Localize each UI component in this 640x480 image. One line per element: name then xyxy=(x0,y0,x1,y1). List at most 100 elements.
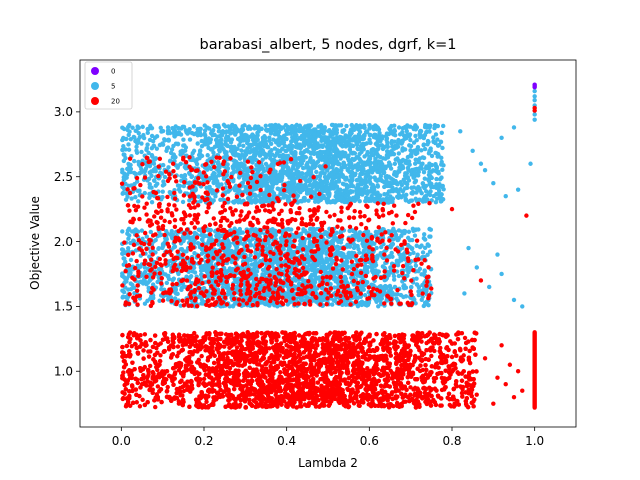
series-5-point xyxy=(237,142,242,148)
series-5-point xyxy=(425,177,431,182)
series-5-point xyxy=(344,188,350,194)
series-5-point xyxy=(120,190,126,196)
series-5-point xyxy=(282,156,287,161)
series-5-point xyxy=(356,184,361,190)
series-5-point xyxy=(419,297,424,302)
series-5-point xyxy=(182,164,188,170)
series-5-point xyxy=(434,165,440,171)
series-5-point xyxy=(338,197,343,203)
series-5-point xyxy=(440,197,446,202)
series-5-point xyxy=(441,123,446,129)
series-5-point xyxy=(396,273,402,279)
series-5-point xyxy=(434,176,439,182)
series-5-point xyxy=(422,176,428,181)
series-5-point xyxy=(246,256,252,262)
series-5-point xyxy=(145,142,150,147)
series-5-point xyxy=(316,133,321,138)
series-5-point xyxy=(312,132,317,138)
series-5-point xyxy=(162,138,167,143)
series-5-point xyxy=(245,195,251,201)
series-5-point xyxy=(145,126,150,132)
series-5-point xyxy=(209,187,215,193)
series-5-point xyxy=(319,186,324,191)
series-5-point xyxy=(141,132,146,138)
series-5-point xyxy=(396,137,401,143)
series-5-point xyxy=(147,182,152,187)
series-5-point xyxy=(136,159,141,165)
series-5-point xyxy=(381,146,386,151)
series-5-point xyxy=(333,125,338,130)
series-5-point xyxy=(364,303,370,308)
series-5-point xyxy=(144,147,149,153)
series-5-point xyxy=(128,136,133,142)
series-5-point xyxy=(401,285,407,291)
series-5-point xyxy=(411,175,416,180)
series-5-point xyxy=(120,229,125,234)
series-5-point xyxy=(394,236,399,241)
series-5-point xyxy=(419,190,424,196)
series-5-point xyxy=(354,177,360,183)
series-5-point xyxy=(375,147,380,152)
series-5-point xyxy=(340,144,345,149)
series-5-point xyxy=(326,193,332,199)
series-5-point xyxy=(277,134,282,140)
series-5-point xyxy=(284,193,289,199)
series-5-point xyxy=(249,262,255,267)
series-5-point xyxy=(330,302,335,307)
series-5-point xyxy=(354,123,359,128)
series-5-point xyxy=(276,129,282,135)
series-5-point xyxy=(226,124,231,129)
series-5-point xyxy=(396,125,402,130)
series-5-point xyxy=(295,173,300,178)
series-5-point xyxy=(335,179,341,184)
series-5-point xyxy=(126,287,131,292)
series-5-point xyxy=(164,280,170,286)
series-5-point xyxy=(153,156,159,161)
series-5-point xyxy=(392,161,398,166)
series-5-point xyxy=(128,257,134,263)
series-5-point xyxy=(205,153,210,158)
series-5-point xyxy=(241,143,246,149)
series-5-point xyxy=(392,170,397,175)
series-5-point xyxy=(237,156,243,161)
series-5-point xyxy=(348,251,353,256)
series-5-point xyxy=(405,185,410,191)
series-5-point xyxy=(384,131,390,136)
series-5-point xyxy=(365,130,370,135)
series-5-point xyxy=(293,127,299,132)
series-5-point xyxy=(405,165,411,171)
series-5-point xyxy=(328,182,333,187)
series-5-point xyxy=(283,128,289,133)
series-5-point xyxy=(226,137,231,142)
series-5-point xyxy=(134,128,139,133)
series-5-point xyxy=(264,186,269,192)
series-5-point xyxy=(375,139,381,144)
series-5-point xyxy=(286,147,291,152)
series-5-point xyxy=(322,135,327,140)
series-5-point xyxy=(213,194,218,199)
series-5-point xyxy=(194,161,200,167)
series-5-point xyxy=(368,175,373,180)
series-5-point xyxy=(280,146,285,151)
series-5-point xyxy=(411,228,416,234)
series-5-point xyxy=(408,148,413,153)
series-5-point xyxy=(393,188,399,193)
series-5-point xyxy=(198,132,204,138)
series-5-point xyxy=(230,303,236,309)
series-5-point xyxy=(392,128,398,134)
series-5-point xyxy=(132,158,137,164)
series-5-point xyxy=(124,136,129,142)
series-5-point xyxy=(195,133,200,138)
series-5-point xyxy=(405,154,411,160)
series-5-point xyxy=(171,245,177,250)
series-5-point xyxy=(393,132,398,138)
series-5-point xyxy=(305,163,310,169)
series-5-point xyxy=(411,185,417,190)
series-5-point xyxy=(120,251,125,256)
series-5-point xyxy=(120,167,125,172)
series-5-point xyxy=(279,173,285,178)
series-5-point xyxy=(196,152,202,158)
series-5-point xyxy=(182,173,188,179)
series-5-point xyxy=(328,132,333,137)
